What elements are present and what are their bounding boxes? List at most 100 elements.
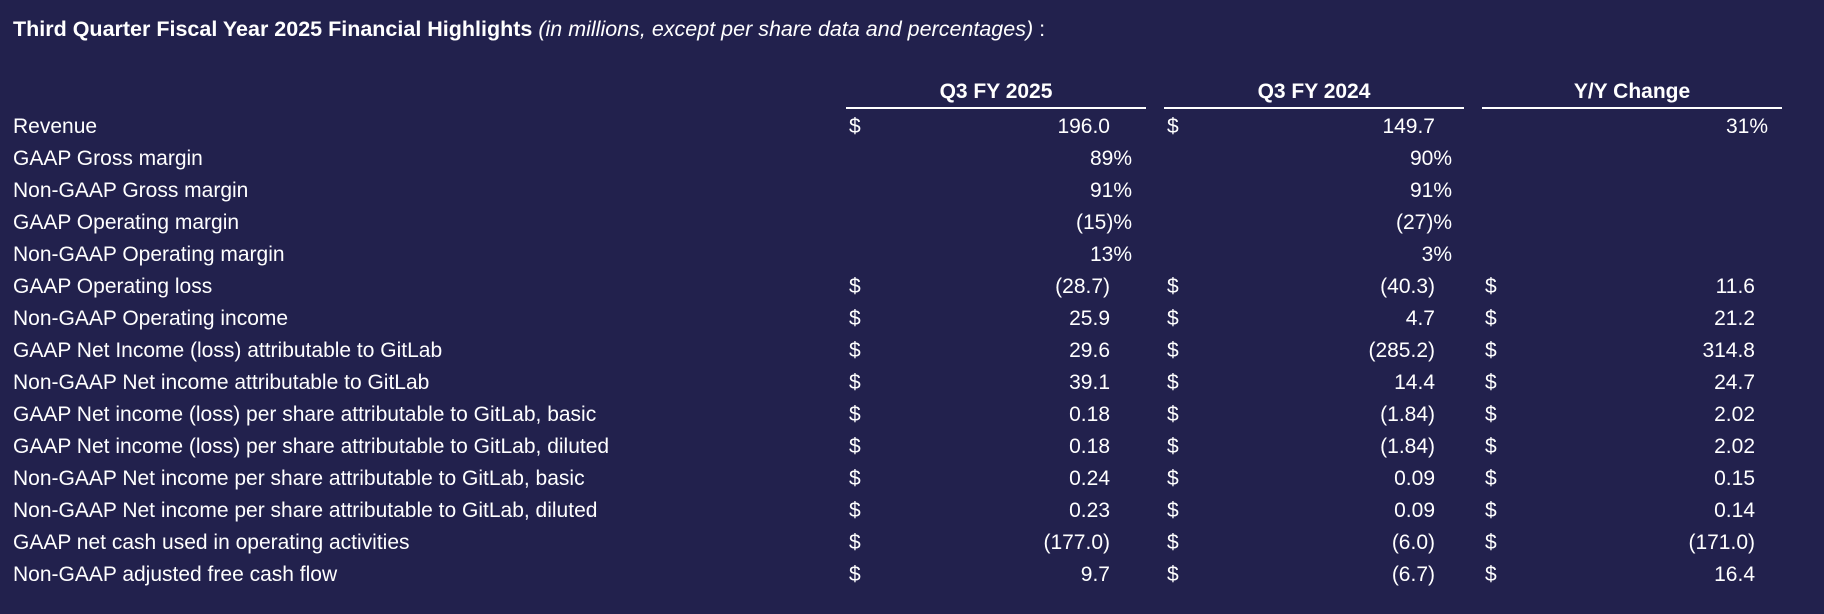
value-cell: 0.18 <box>1069 403 1110 426</box>
value-cell: 25.9 <box>1069 307 1110 330</box>
table-row: GAAP Net income (loss) per share attribu… <box>0 431 1824 463</box>
value-cell: 16.4 <box>1714 563 1755 586</box>
value-cell: 91% <box>1089 179 1132 202</box>
currency-symbol: $ <box>1485 563 1497 586</box>
table-row: Non-GAAP Net income per share attributab… <box>0 463 1824 495</box>
row-label: Non-GAAP Operating income <box>13 307 289 330</box>
currency-symbol: $ <box>1485 403 1497 426</box>
table-row: GAAP Operating margin (15)% (27)% <box>0 207 1824 239</box>
currency-symbol: $ <box>849 115 861 138</box>
table-row: GAAP Net Income (loss) attributable to G… <box>0 335 1824 367</box>
value-cell: 0.14 <box>1714 499 1755 522</box>
currency-symbol: $ <box>1485 371 1497 394</box>
table-row: GAAP net cash used in operating activiti… <box>0 527 1824 559</box>
page-title: Third Quarter Fiscal Year 2025 Financial… <box>13 14 1045 44</box>
currency-symbol: $ <box>1167 531 1179 554</box>
currency-symbol: $ <box>1167 403 1179 426</box>
value-cell: (285.2) <box>1368 339 1435 362</box>
table-row: Non-GAAP Operating margin 13% 3% <box>0 239 1824 271</box>
currency-symbol: $ <box>1485 435 1497 458</box>
currency-symbol: $ <box>849 403 861 426</box>
value-cell: 149.7 <box>1382 115 1435 138</box>
value-cell: 0.18 <box>1069 435 1110 458</box>
row-label: Non-GAAP Operating margin <box>13 243 285 266</box>
table-row: Revenue $196.0 $149.7 31% <box>0 111 1824 143</box>
row-label: GAAP Operating margin <box>13 211 240 234</box>
value-cell: 314.8 <box>1702 339 1755 362</box>
value-cell: (171.0) <box>1688 531 1755 554</box>
value-cell: 39.1 <box>1069 371 1110 394</box>
value-cell: 91% <box>1409 179 1452 202</box>
value-cell: 89% <box>1089 147 1132 170</box>
value-cell: (27)% <box>1395 211 1452 234</box>
row-label: Revenue <box>13 115 98 138</box>
value-cell: 11.6 <box>1715 275 1755 298</box>
currency-symbol: $ <box>1167 115 1179 138</box>
value-cell: 0.24 <box>1069 467 1110 490</box>
value-cell: 0.09 <box>1394 467 1435 490</box>
table-row: Non-GAAP Gross margin 91% 91% <box>0 175 1824 207</box>
value-cell: 0.09 <box>1394 499 1435 522</box>
currency-symbol: $ <box>849 499 861 522</box>
value-cell: 31% <box>1725 115 1768 138</box>
currency-symbol: $ <box>849 275 861 298</box>
value-cell: 24.7 <box>1714 371 1755 394</box>
currency-symbol: $ <box>1167 371 1179 394</box>
value-cell: 14.4 <box>1394 371 1435 394</box>
currency-symbol: $ <box>1485 339 1497 362</box>
value-cell: 0.15 <box>1714 467 1755 490</box>
currency-symbol: $ <box>1167 435 1179 458</box>
currency-symbol: $ <box>1485 531 1497 554</box>
row-label: Non-GAAP adjusted free cash flow <box>13 563 338 586</box>
value-cell: (28.7) <box>1055 275 1110 298</box>
currency-symbol: $ <box>849 435 861 458</box>
currency-symbol: $ <box>849 531 861 554</box>
currency-symbol: $ <box>1485 275 1497 298</box>
value-cell: (40.3) <box>1380 275 1435 298</box>
currency-symbol: $ <box>1167 339 1179 362</box>
currency-symbol: $ <box>1485 307 1497 330</box>
value-cell: (1.84) <box>1380 403 1435 426</box>
row-label: Non-GAAP Gross margin <box>13 179 249 202</box>
title-italic: (in millions, except per share data and … <box>538 17 1034 41</box>
currency-symbol: $ <box>1167 563 1179 586</box>
value-cell: 13% <box>1089 243 1132 266</box>
title-bold: Third Quarter Fiscal Year 2025 Financial… <box>13 17 533 41</box>
value-cell: 2.02 <box>1714 435 1755 458</box>
currency-symbol: $ <box>1485 499 1497 522</box>
table-row: GAAP Net income (loss) per share attribu… <box>0 399 1824 431</box>
column-header-q3-fy-2024: Q3 FY 2024 <box>1164 79 1464 109</box>
currency-symbol: $ <box>849 467 861 490</box>
currency-symbol: $ <box>849 563 861 586</box>
value-cell: 9.7 <box>1080 563 1110 586</box>
row-label: GAAP net cash used in operating activiti… <box>13 531 410 554</box>
row-label: Non-GAAP Net income attributable to GitL… <box>13 371 430 394</box>
currency-symbol: $ <box>1167 499 1179 522</box>
row-label: Non-GAAP Net income per share attributab… <box>13 499 598 522</box>
value-cell: (15)% <box>1075 211 1132 234</box>
value-cell: 29.6 <box>1069 339 1110 362</box>
value-cell: 0.23 <box>1069 499 1110 522</box>
currency-symbol: $ <box>849 307 861 330</box>
currency-symbol: $ <box>1167 307 1179 330</box>
value-cell: (1.84) <box>1380 435 1435 458</box>
row-label: Non-GAAP Net income per share attributab… <box>13 467 585 490</box>
value-cell: 4.7 <box>1405 307 1435 330</box>
value-cell: 21.2 <box>1714 307 1755 330</box>
value-cell: (6.7) <box>1391 563 1435 586</box>
title-suffix: : <box>1033 17 1046 41</box>
currency-symbol: $ <box>1485 467 1497 490</box>
table-row: Non-GAAP adjusted free cash flow $9.7 $ (6.… <box>0 559 1824 591</box>
column-header-yy-change: Y/Y Change <box>1482 79 1782 109</box>
column-header-q3-fy-2025: Q3 FY 2025 <box>846 79 1146 109</box>
value-cell: 196.0 <box>1057 115 1110 138</box>
table-row: GAAP Gross margin 89% 90% <box>0 143 1824 175</box>
row-label: GAAP Net income (loss) per share attribu… <box>13 403 597 426</box>
currency-symbol: $ <box>849 371 861 394</box>
value-cell: 90% <box>1409 147 1452 170</box>
table-row: Non-GAAP Net income per share attributab… <box>0 495 1824 527</box>
row-label: GAAP Gross margin <box>13 147 203 170</box>
currency-symbol: $ <box>1167 275 1179 298</box>
value-cell: 3% <box>1421 243 1452 266</box>
row-label: GAAP Operating loss <box>13 275 213 298</box>
